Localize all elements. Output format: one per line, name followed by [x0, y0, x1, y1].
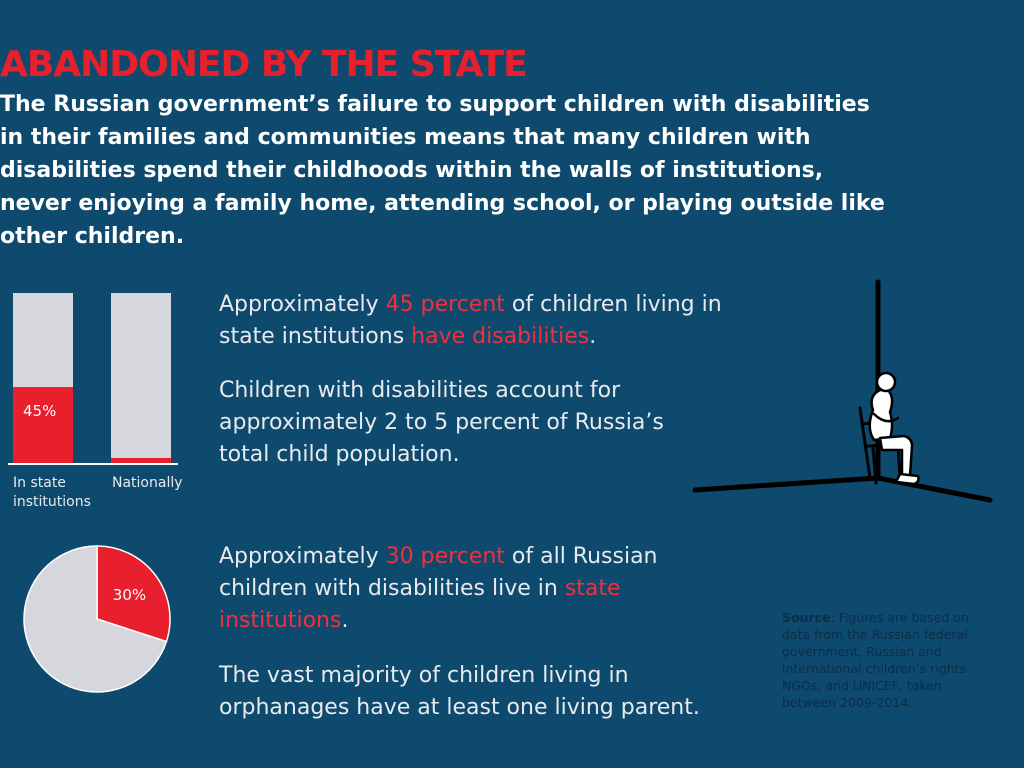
- source-label: Source: [782, 610, 831, 625]
- bar-category-label-institutions: In state institutions: [13, 475, 91, 510]
- stat-text: of all Russian children with disabilitie…: [219, 544, 658, 601]
- stat-text: .: [341, 608, 349, 633]
- stat-text: Approximately: [219, 544, 386, 569]
- source-note: Source: Figures are based on data from t…: [782, 609, 997, 711]
- stat-living-parent: The vast majority of children living in …: [219, 663, 700, 720]
- pie-chart: 30%: [23, 545, 171, 693]
- stat-highlight: state institutions: [219, 576, 621, 633]
- stat-text: .: [589, 324, 597, 349]
- bar-segment-highlight-0: [13, 387, 73, 464]
- stat-text: Approximately: [219, 292, 386, 317]
- pie-slice-0: [96, 545, 171, 643]
- bar-chart: 45%: [8, 293, 178, 465]
- stat-30-percent: Approximately 30 percent of all Russian …: [219, 541, 669, 637]
- stat-45-percent: Approximately 45 percent of children liv…: [219, 289, 739, 353]
- stat-highlight: 30 percent: [385, 544, 505, 569]
- stat-2-to-5-percent: Children with disabilities account for a…: [219, 378, 664, 467]
- bar-segment-highlight-1: [111, 458, 171, 464]
- bar-category-label-nationally: Nationally: [112, 475, 183, 491]
- bar-data-label: 45%: [23, 402, 56, 420]
- stat-text: of children living in state institutions: [219, 292, 722, 349]
- page-title: ABANDONED BY THE STATE: [0, 44, 528, 85]
- source-text: : Figures are based on data from the Rus…: [782, 610, 969, 710]
- pie-data-label: 30%: [113, 586, 146, 604]
- stat-highlight: have disabilities: [411, 324, 590, 349]
- intro-paragraph: The Russian government’s failure to supp…: [0, 92, 885, 249]
- pie-slice-1: [23, 545, 168, 693]
- bar-segment-remainder-0: [13, 293, 73, 388]
- stat-highlight: 45 percent: [385, 292, 505, 317]
- child-in-chair-corner-icon: [692, 279, 993, 503]
- bar-segment-remainder-1: [111, 293, 171, 459]
